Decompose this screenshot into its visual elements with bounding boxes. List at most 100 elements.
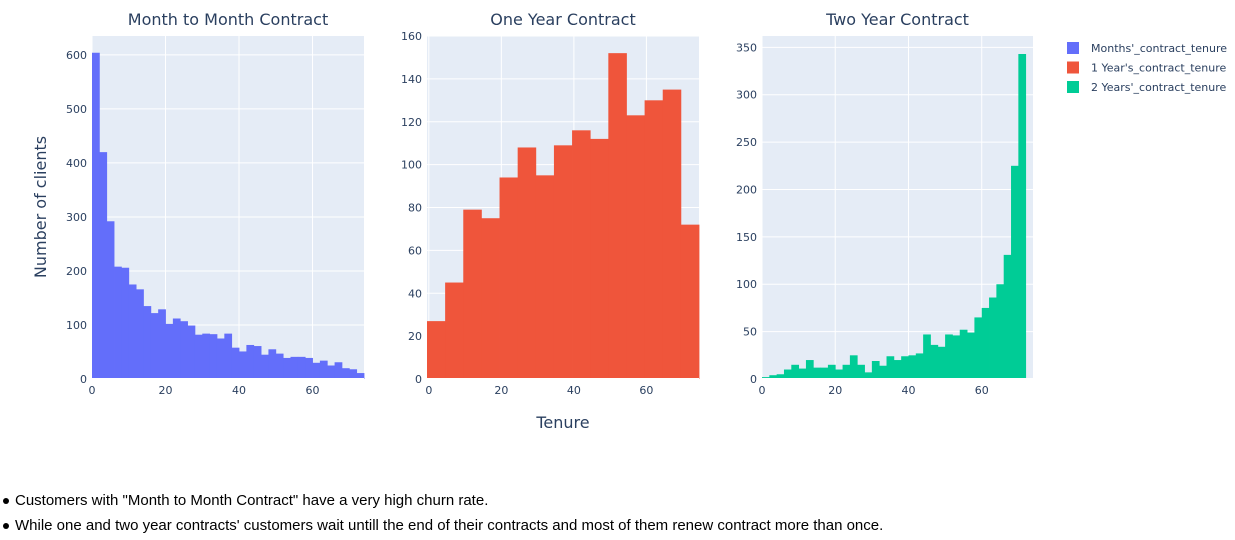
y-tick-label: 0 <box>415 373 422 386</box>
y-tick-label: 500 <box>66 103 87 116</box>
histogram-bar <box>261 354 269 379</box>
y-tick-label: 600 <box>66 49 87 62</box>
histogram-bar <box>481 218 500 379</box>
histogram-bar <box>989 297 997 379</box>
histogram-bar <box>849 355 858 379</box>
histogram-bar <box>202 333 211 379</box>
histogram-bar <box>427 321 446 379</box>
histogram-bar <box>297 356 306 379</box>
histogram-bar <box>216 338 225 379</box>
histogram-bar <box>463 209 482 379</box>
histogram-bar <box>224 333 233 379</box>
histogram-bar <box>319 360 328 379</box>
legend-label: 1 Year's_contract_tenure <box>1091 62 1227 75</box>
panel-title: One Year Contract <box>490 10 635 29</box>
histogram-bar <box>349 369 358 379</box>
insight-note-renewals: While one and two year contracts' custom… <box>0 513 1235 538</box>
histogram-bar <box>165 323 174 379</box>
histogram-bar <box>499 177 519 379</box>
legend-label: Months'_contract_tenure <box>1091 42 1227 55</box>
histogram-bar <box>92 52 100 380</box>
y-tick-label: 150 <box>736 231 757 244</box>
histogram-bar <box>967 332 975 379</box>
y-tick-label: 60 <box>408 244 422 257</box>
histogram-bar <box>974 317 983 379</box>
insight-notes: Customers with "Month to Month Contract"… <box>0 488 1235 538</box>
x-tick-label: 60 <box>306 384 320 397</box>
histogram-bar <box>805 360 814 379</box>
histogram-bar <box>981 307 990 379</box>
histogram-bar <box>114 266 122 379</box>
histogram-bar <box>128 284 137 379</box>
x-tick-label: 60 <box>639 384 653 397</box>
y-tick-label: 20 <box>408 330 422 343</box>
y-tick-label: 200 <box>736 183 757 196</box>
histogram-bar <box>680 224 700 379</box>
y-tick-label: 300 <box>736 89 757 102</box>
histogram-bar <box>857 364 865 379</box>
panel-one-year-contract: 0 20 40 60 80 100 120 140 160 0 20 40 60 One Year Con… <box>401 10 700 397</box>
histogram-bar <box>783 369 792 379</box>
histogram-bar <box>1003 254 1012 379</box>
x-axis-label: Tenure <box>535 413 589 432</box>
x-tick-label: 40 <box>232 384 246 397</box>
legend-swatch <box>1067 81 1079 93</box>
histogram-bar <box>791 364 800 379</box>
y-tick-label: 100 <box>66 319 87 332</box>
histogram-bar <box>590 138 609 379</box>
y-tick-label: 400 <box>66 157 87 170</box>
histogram-bar <box>239 351 247 379</box>
y-tick-label: 200 <box>66 265 87 278</box>
histogram-bar <box>268 349 277 379</box>
panel-title: Month to Month Contract <box>128 10 328 29</box>
histogram-bar <box>864 372 873 379</box>
histogram-bar <box>776 374 785 379</box>
histogram-bar <box>937 346 946 379</box>
histogram-bar <box>893 360 902 379</box>
histogram-bar <box>445 282 464 379</box>
histogram-bar <box>517 147 537 379</box>
histogram-bar <box>930 344 939 379</box>
y-tick-label: 250 <box>736 136 757 149</box>
y-tick-label: 0 <box>750 373 757 386</box>
histogram-bar <box>959 329 968 379</box>
histogram-bar <box>283 357 291 379</box>
histogram-bar <box>813 367 821 379</box>
histogram-bar <box>246 344 255 379</box>
panel-month-to-month-contract: 0 100 200 300 400 500 600 0 20 40 60 Month to Month… <box>66 10 365 397</box>
histogram-bar <box>945 334 953 379</box>
histogram-bar <box>908 355 917 379</box>
histogram-bar <box>194 334 203 379</box>
histogram-bar <box>626 115 645 379</box>
x-tick-label: 40 <box>901 384 915 397</box>
y-tick-label: 120 <box>401 116 422 129</box>
histogram-bar <box>662 89 682 379</box>
y-tick-label: 350 <box>736 41 757 54</box>
y-axis-label: Number of clients <box>31 136 50 278</box>
histogram-bar <box>231 347 240 379</box>
y-tick-label: 80 <box>408 202 422 215</box>
histogram-bar <box>901 356 909 379</box>
y-tick-label: 0 <box>80 373 87 386</box>
x-tick-label: 0 <box>759 384 766 397</box>
histogram-bar <box>143 306 152 379</box>
panel-title: Two Year Contract <box>825 10 969 29</box>
histogram-bar <box>136 289 144 379</box>
histogram-bar <box>275 353 284 379</box>
histogram-bar <box>158 309 166 379</box>
histogram-bar <box>305 357 313 379</box>
histogram-bar <box>290 356 299 379</box>
x-tick-label: 0 <box>89 384 96 397</box>
histogram-bar <box>180 321 188 379</box>
histogram-bar <box>553 145 573 379</box>
x-tick-label: 20 <box>159 384 173 397</box>
histogram-bar <box>798 368 807 379</box>
histogram-bar <box>334 362 343 379</box>
y-tick-label: 50 <box>743 326 757 339</box>
histogram-bar <box>923 334 931 379</box>
histogram-bar <box>952 335 961 379</box>
y-tick-label: 160 <box>401 30 422 43</box>
histogram-bar <box>150 313 159 379</box>
histogram-bar <box>608 53 627 380</box>
